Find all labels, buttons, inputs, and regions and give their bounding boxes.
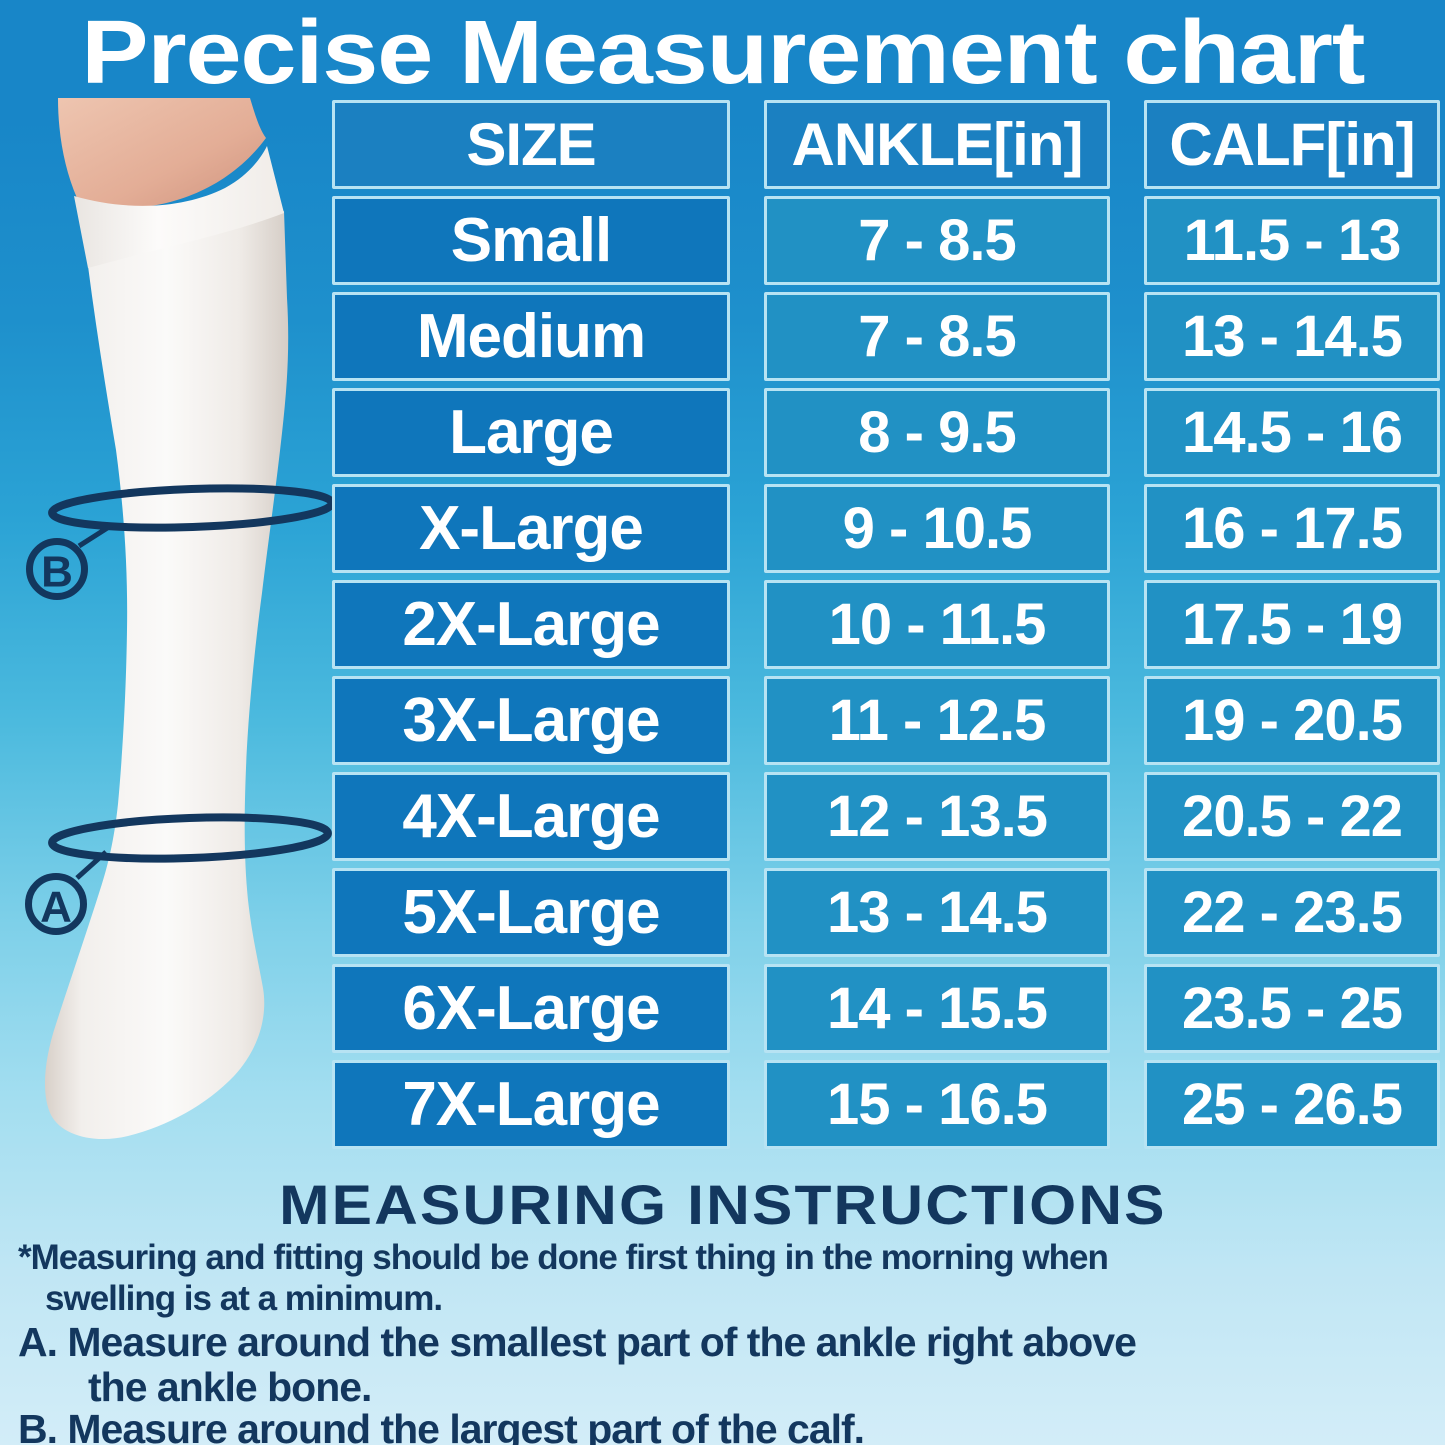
size-cell: Small <box>332 196 730 285</box>
marker-a-label: A <box>40 883 72 932</box>
ankle-cell: 7 - 8.5 <box>764 196 1110 285</box>
leg-illustration: B A <box>25 98 336 1140</box>
calf-cell: 23.5 - 25 <box>1144 964 1440 1053</box>
page-title-text: Precise Measurement chart <box>80 3 1365 103</box>
ankle-cell: 12 - 13.5 <box>764 772 1110 861</box>
instruction-a-line: the ankle bone. <box>88 1364 372 1410</box>
instruction-item-a: A. Measure around the smallest part of t… <box>18 1319 1137 1410</box>
size-cell: 4X-Large <box>332 772 730 861</box>
table-header-size: SIZE <box>332 100 730 189</box>
table-header-ankle: ANKLE[in] <box>764 100 1110 189</box>
marker-a-circle <box>25 873 87 935</box>
calf-cell: 14.5 - 16 <box>1144 388 1440 477</box>
calf-cell: 16 - 17.5 <box>1144 484 1440 573</box>
ankle-cell: 9 - 10.5 <box>764 484 1110 573</box>
size-cell: Large <box>332 388 730 477</box>
ankle-cell: 7 - 8.5 <box>764 292 1110 381</box>
instructions-heading: MEASURING INSTRUCTIONS <box>0 1172 1445 1237</box>
ankle-cell: 11 - 12.5 <box>764 676 1110 765</box>
ankle-cell: 14 - 15.5 <box>764 964 1110 1053</box>
size-cell: 6X-Large <box>332 964 730 1053</box>
ankle-measure-ellipse <box>48 813 332 863</box>
size-cell: X-Large <box>332 484 730 573</box>
ankle-cell: 15 - 16.5 <box>764 1060 1110 1149</box>
note-line: *Measuring and fitting should be done fi… <box>18 1238 1109 1277</box>
calf-cell: 13 - 14.5 <box>1144 292 1440 381</box>
calf-cell: 22 - 23.5 <box>1144 868 1440 957</box>
marker-b-circle <box>26 538 88 600</box>
ankle-cell: 13 - 14.5 <box>764 868 1110 957</box>
instructions-heading-text: MEASURING INSTRUCTIONS <box>278 1173 1167 1236</box>
calf-cell: 25 - 26.5 <box>1144 1060 1440 1149</box>
calf-cell: 19 - 20.5 <box>1144 676 1440 765</box>
sock-band <box>74 146 284 268</box>
note-line: swelling is at a minimum. <box>45 1279 443 1318</box>
marker-a-line <box>75 850 108 880</box>
ankle-cell: 8 - 9.5 <box>764 388 1110 477</box>
size-cell: Medium <box>332 292 730 381</box>
calf-measure-ellipse <box>48 484 336 532</box>
page-title: Precise Measurement chart <box>0 2 1445 105</box>
instruction-a-line: A. Measure around the smallest part of t… <box>18 1319 1137 1365</box>
marker-b-label: B <box>41 548 73 597</box>
size-cell: 3X-Large <box>332 676 730 765</box>
calf-cell: 20.5 - 22 <box>1144 772 1440 861</box>
size-cell: 2X-Large <box>332 580 730 669</box>
size-cell: 7X-Large <box>332 1060 730 1149</box>
calf-cell: 17.5 - 19 <box>1144 580 1440 669</box>
table-header-calf: CALF[in] <box>1144 100 1440 189</box>
instruction-item-b: B. Measure around the largest part of th… <box>18 1406 865 1445</box>
knee-skin <box>58 98 266 209</box>
measuring-note: *Measuring and fitting should be done fi… <box>18 1237 1109 1319</box>
ankle-cell: 10 - 11.5 <box>764 580 1110 669</box>
marker-b-line <box>77 522 114 549</box>
size-table: SIZE ANKLE[in] CALF[in] Small 7 - 8.5 11… <box>332 100 1440 1149</box>
size-cell: 5X-Large <box>332 868 730 957</box>
calf-cell: 11.5 - 13 <box>1144 196 1440 285</box>
sock <box>44 211 289 1140</box>
